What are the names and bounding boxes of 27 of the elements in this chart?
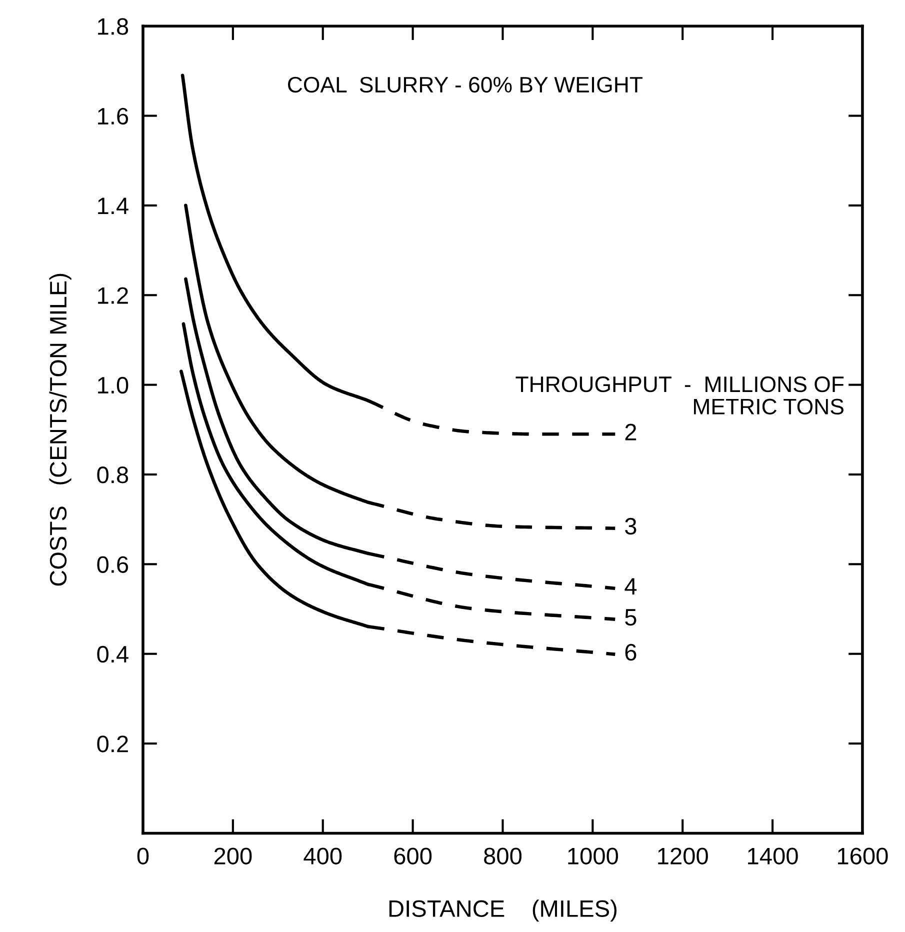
annotation: COAL SLURRY - 60% BY WEIGHT <box>288 76 642 93</box>
series-label: 3 <box>625 518 636 535</box>
y-tick-label: 1.0 <box>98 376 128 394</box>
y-tick-label: 1.8 <box>98 18 128 35</box>
y-tick-label: 0.2 <box>97 736 128 752</box>
y-tick-label: 1.6 <box>98 108 128 125</box>
y-tick-label: 0.6 <box>97 556 128 573</box>
series-label: 4 <box>624 578 637 594</box>
y-tick-label: 1.4 <box>98 198 128 214</box>
series-label: 2 <box>625 424 636 440</box>
y-tick-label: 1.2 <box>98 287 128 304</box>
x-tick-label: 1600 <box>838 848 888 864</box>
x-tick-label: 1400 <box>748 848 798 864</box>
series-label: 6 <box>625 644 636 661</box>
annotation: THROUGHPUT - MILLIONS OF METRIC TONS <box>516 376 844 414</box>
x-tick-label: 1200 <box>658 848 708 864</box>
x-tick-label: 1000 <box>568 848 618 864</box>
series-label: 5 <box>625 609 636 626</box>
y-tick-label: 0.4 <box>97 646 128 663</box>
x-tick-label: 600 <box>394 848 432 864</box>
x-axis-title: DISTANCE (MILES) <box>389 900 616 922</box>
x-tick-label: 200 <box>214 848 252 864</box>
x-tick-label: 800 <box>484 848 522 864</box>
y-tick-label: 0.8 <box>97 466 128 484</box>
x-tick-label: 0 <box>137 848 149 864</box>
x-tick-label: 400 <box>304 848 342 864</box>
y-axis-title: COSTS (CENTS/TON MILE) <box>49 274 72 586</box>
